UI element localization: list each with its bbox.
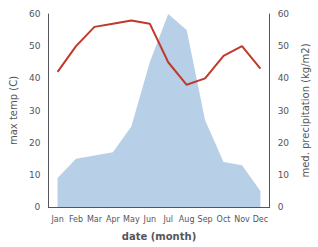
svg-text:40: 40	[29, 73, 41, 83]
svg-text:20: 20	[29, 138, 41, 148]
svg-text:50: 50	[29, 41, 41, 51]
svg-text:Aug: Aug	[179, 215, 195, 224]
svg-text:Apr: Apr	[106, 215, 121, 224]
svg-text:30: 30	[29, 106, 41, 116]
svg-text:60: 60	[29, 9, 41, 19]
svg-text:0: 0	[35, 202, 41, 212]
svg-text:Jan: Jan	[50, 215, 63, 224]
svg-text:Nov: Nov	[234, 215, 250, 224]
svg-text:10: 10	[278, 170, 290, 180]
svg-text:Jun: Jun	[143, 215, 157, 224]
svg-text:60: 60	[278, 9, 290, 19]
svg-text:10: 10	[29, 170, 41, 180]
svg-text:20: 20	[278, 138, 290, 148]
svg-text:40: 40	[278, 73, 290, 83]
svg-text:Mar: Mar	[87, 215, 103, 224]
svg-text:Oct: Oct	[217, 215, 231, 224]
svg-text:max temp (C): max temp (C)	[8, 76, 19, 145]
svg-text:date (month): date (month)	[122, 231, 196, 242]
svg-text:Feb: Feb	[69, 215, 83, 224]
svg-text:Dec: Dec	[253, 215, 268, 224]
svg-text:30: 30	[278, 106, 290, 116]
svg-text:Sep: Sep	[198, 215, 213, 224]
svg-text:50: 50	[278, 41, 290, 51]
svg-text:Jul: Jul	[162, 215, 173, 224]
svg-text:med. precipitation (kg/m2): med. precipitation (kg/m2)	[300, 43, 311, 177]
svg-text:May: May	[123, 215, 140, 224]
svg-text:0: 0	[278, 202, 284, 212]
